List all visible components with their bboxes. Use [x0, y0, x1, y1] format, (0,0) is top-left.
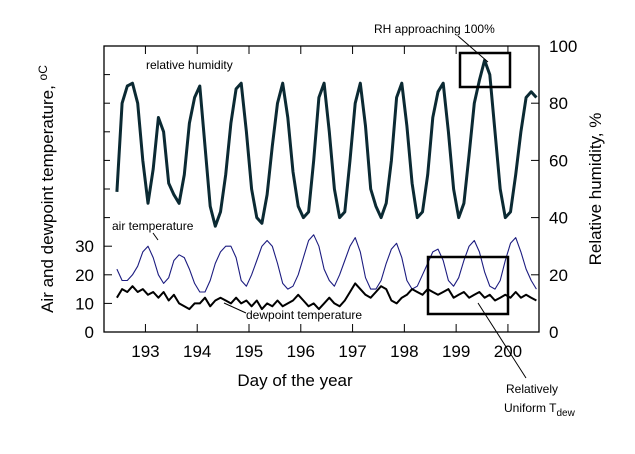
right-tick-label: 60 — [549, 151, 568, 170]
dewpoint-series-label: dewpoint temperature — [246, 308, 362, 322]
air-temp-series-label: air temperature — [112, 219, 194, 233]
x-tick-label: 193 — [131, 342, 159, 361]
series-line-dewpoint-temperature — [116, 282, 537, 311]
x-tick-label: 200 — [494, 342, 522, 361]
x-axis-ticks: 193 194 195 196 197 198 199 200 — [131, 46, 522, 361]
left-tick-label: 0 — [85, 323, 94, 342]
uniform-dew-label-main: Uniform T — [504, 401, 557, 415]
rh-series-label: relative humidity — [146, 58, 233, 72]
left-tick-label: 10 — [75, 294, 94, 313]
right-tick-label: 100 — [549, 37, 577, 56]
left-axis-title: Air and dewpoint temperature, oC — [36, 65, 57, 313]
rh100-label: RH approaching 100% — [374, 22, 495, 36]
left-tick-label: 30 — [75, 237, 94, 256]
left-axis-title-text: Air and dewpoint temperature, — [38, 80, 57, 312]
right-tick-label: 40 — [549, 209, 568, 228]
uniform-dew-box — [426, 255, 510, 316]
right-tick-label: 20 — [549, 266, 568, 285]
x-tick-label: 196 — [287, 342, 315, 361]
left-axis-title-unit: oC — [36, 65, 50, 81]
series-line-air-temperature — [116, 234, 537, 293]
x-tick-label: 199 — [442, 342, 470, 361]
x-tick-label: 197 — [338, 342, 366, 361]
uniform-dew-pointer — [477, 302, 527, 379]
rh100-box — [458, 51, 512, 89]
series-line-relative-humidity — [115, 58, 538, 228]
left-tick-label: 20 — [75, 266, 94, 285]
right-axis-ticks: 0 20 40 60 80 100 — [531, 37, 577, 342]
rh100-pointer — [457, 35, 489, 63]
x-tick-label: 198 — [390, 342, 418, 361]
x-tick-label: 194 — [183, 342, 211, 361]
uniform-dew-label-line2: Uniform Tdew — [504, 401, 576, 419]
right-axis-title: Relative humidity, % — [586, 113, 605, 266]
dewpoint-pointer — [223, 302, 247, 314]
x-tick-label: 195 — [235, 342, 263, 361]
left-axis-ticks: 0 10 20 30 — [75, 74, 112, 342]
uniform-dew-label-line1: Relatively — [506, 382, 558, 396]
air-temp-pointer — [152, 232, 159, 241]
right-tick-label: 80 — [549, 94, 568, 113]
x-axis-title: Day of the year — [237, 371, 353, 390]
uniform-dew-label-sub: dew — [556, 408, 575, 419]
right-tick-label: 0 — [549, 323, 558, 342]
series-layer — [115, 58, 538, 311]
